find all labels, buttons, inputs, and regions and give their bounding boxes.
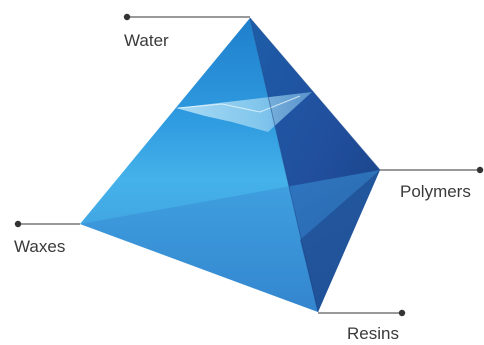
leader-waxes bbox=[14, 220, 80, 228]
leader-polymers bbox=[380, 166, 484, 174]
edge-center bbox=[249, 17, 319, 313]
water-plane bbox=[176, 92, 312, 132]
vertex-label-water: Water bbox=[124, 31, 169, 50]
vertex-label-resins: Resins bbox=[347, 324, 399, 343]
leader-resins bbox=[318, 309, 406, 317]
leader-water bbox=[123, 13, 250, 21]
face-bottom bbox=[80, 170, 380, 312]
vertex-label-waxes: Waxes bbox=[14, 237, 66, 256]
edge-top-right bbox=[249, 17, 381, 171]
face-right-lower bbox=[300, 170, 380, 312]
vertex-label-polymers: Polymers bbox=[400, 182, 471, 201]
water-plane-highlight bbox=[177, 95, 301, 113]
